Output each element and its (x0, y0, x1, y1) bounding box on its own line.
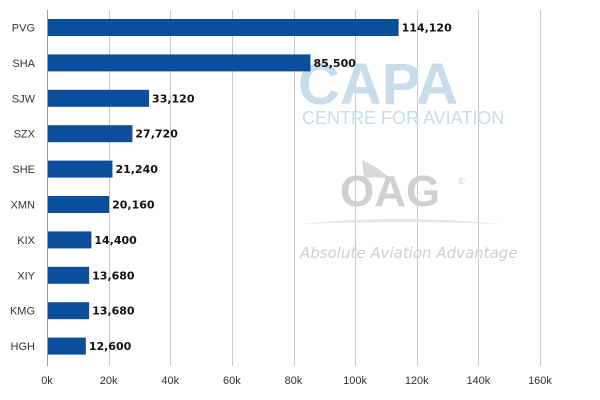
data-label: 13,680 (92, 269, 135, 282)
bar (48, 337, 86, 355)
oag-swoosh-icon (362, 160, 392, 180)
watermark: CAPA CENTRE FOR AVIATION OAG ® Absolute … (298, 52, 518, 262)
data-label: 12,600 (89, 340, 132, 353)
x-tick-label: 60k (223, 375, 241, 387)
capa-subtitle: CENTRE FOR AVIATION (302, 108, 504, 128)
oag-registered-mark: ® (458, 176, 465, 186)
bar (48, 231, 92, 249)
category-label: KMG (10, 306, 35, 318)
bar (48, 125, 133, 143)
category-label: SHA (12, 58, 35, 70)
x-tick-label: 80k (285, 375, 303, 387)
category-label: PVG (12, 23, 35, 35)
data-labels: 114,120 85,500 33,120 27,720 21,240 20,160 14,… (89, 22, 452, 354)
data-label: 114,120 (402, 22, 452, 35)
oag-tagline: Absolute Aviation Advantage (299, 244, 518, 262)
data-label: 20,160 (112, 199, 155, 212)
x-tick-label: 140k (466, 375, 490, 387)
bar (48, 19, 399, 36)
bars (48, 19, 399, 355)
x-tick-label: 120k (405, 375, 429, 387)
bar (48, 54, 311, 72)
x-tick-label: 0k (41, 375, 53, 387)
category-label: XMN (11, 200, 36, 212)
bar (48, 89, 150, 107)
capa-logo-text: CAPA (298, 52, 458, 117)
data-label: 33,120 (152, 92, 195, 105)
bar (48, 160, 113, 178)
data-label: 27,720 (135, 128, 178, 141)
value-axis: 0k 20k 40k 60k 80k 100k 120k 140k 160k (41, 375, 552, 387)
category-label: SJW (12, 93, 36, 105)
data-label: 14,400 (94, 234, 137, 247)
x-tick-label: 20k (100, 375, 118, 387)
category-label: HGH (11, 341, 36, 353)
oag-divider-icon (300, 219, 500, 224)
data-label: 13,680 (92, 305, 135, 318)
data-label: 21,240 (115, 163, 158, 176)
x-tick-label: 160k (528, 375, 552, 387)
category-label: KIX (17, 235, 35, 247)
x-tick-label: 40k (161, 375, 179, 387)
category-label: SZX (14, 129, 36, 141)
data-label: 85,500 (313, 57, 356, 70)
bar (48, 196, 110, 213)
x-tick-label: 100k (343, 375, 367, 387)
bar (48, 302, 90, 320)
category-label: XIY (17, 270, 35, 282)
category-axis: PVG SHA SJW SZX SHE XMN KIX XIY KMG HGH (10, 23, 36, 354)
bar (48, 266, 90, 284)
category-label: SHE (12, 164, 35, 176)
oag-logo-text: OAG (340, 167, 440, 216)
